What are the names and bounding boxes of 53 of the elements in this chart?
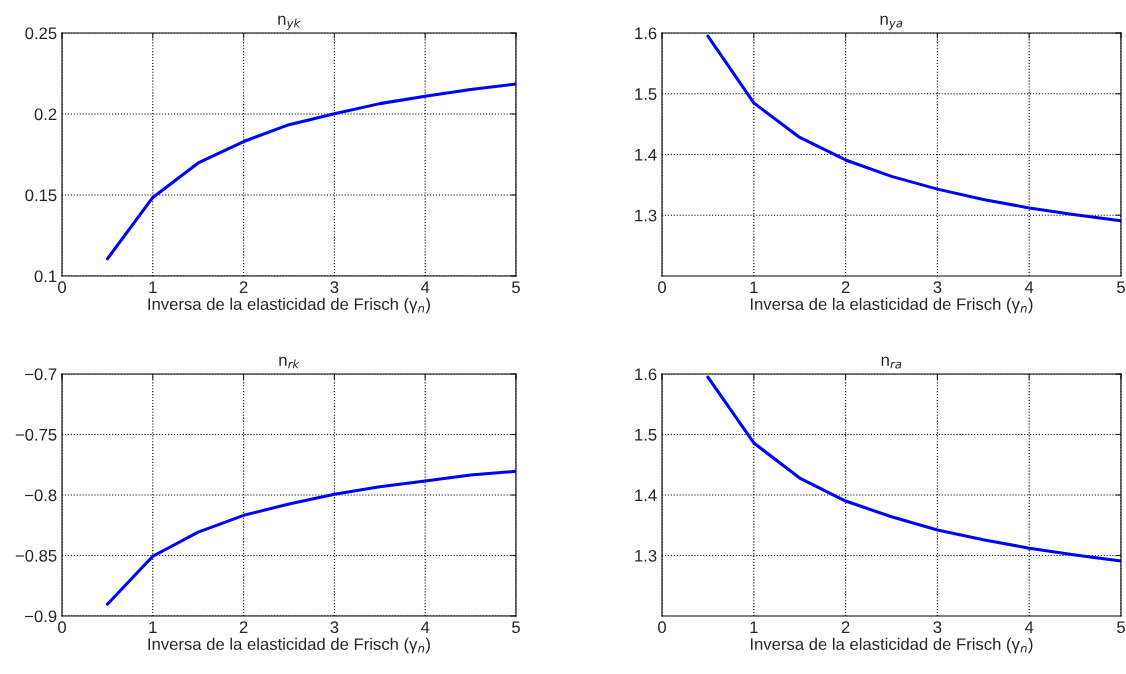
line-series [105, 469, 516, 606]
y-tick-label: −0.8 [25, 489, 57, 502]
x-axis-title: Inversa de la elasticidad de Frisch (γ$_{n}$) [750, 637, 1033, 654]
x-tick-label: 1 [149, 281, 157, 293]
x-axis-title: Inversa de la elasticidad de Frisch (γ$_{n}$) [148, 297, 430, 314]
line-series [706, 34, 1121, 223]
y-tick-label: 1.4 [635, 489, 657, 502]
y-tick-label: −0.9 [25, 610, 57, 623]
x-tick-label: 4 [420, 281, 430, 293]
x-axis-title: Inversa de la elasticidad de Frisch (γ$_{n}$) [750, 297, 1033, 314]
y-tick-label: 1.6 [635, 368, 657, 381]
y-tick-label: 1.4 [635, 149, 657, 161]
x-tick-label: 3 [330, 281, 339, 294]
y-tick-label: −0.7 [25, 368, 57, 381]
y-tick-label: −0.85 [15, 549, 57, 562]
line-series [706, 375, 1121, 563]
y-tick-label: 0.15 [25, 189, 57, 202]
x-tick-label: 5 [512, 281, 520, 294]
x-tick-label: 2 [239, 281, 248, 293]
x-tick-label: 0 [58, 621, 66, 634]
x-tick-label: 2 [239, 621, 248, 633]
x-axis-title: Inversa de la elasticidad de Frisch (γ$_{n}$) [148, 637, 430, 654]
y-tick-label: 1.5 [635, 429, 657, 441]
y-tick-label: 0.2 [34, 108, 57, 121]
x-tick-label: 3 [330, 621, 339, 634]
x-tick-label: 5 [1117, 281, 1125, 294]
chart-title: n$_{ya}$ [880, 15, 903, 30]
x-tick-label: 1 [149, 621, 157, 633]
y-tick-label: −0.75 [15, 428, 57, 441]
x-tick-label: 5 [1117, 621, 1125, 634]
x-tick-label: 1 [750, 621, 758, 633]
y-tick-label: 0.25 [25, 27, 57, 40]
x-tick-label: 2 [841, 621, 850, 633]
y-tick-label: 0.1 [34, 270, 57, 283]
x-tick-label: 3 [933, 621, 942, 634]
y-tick-label: 1.3 [635, 549, 657, 562]
y-tick-label: 1.3 [635, 209, 657, 222]
x-tick-label: 4 [1024, 281, 1034, 293]
x-tick-label: 0 [658, 621, 666, 634]
x-tick-label: 3 [933, 281, 942, 294]
line-series [105, 82, 516, 261]
y-tick-label: 1.5 [635, 88, 657, 100]
x-tick-label: 4 [1024, 621, 1034, 633]
x-tick-label: 0 [58, 281, 66, 294]
x-tick-label: 2 [841, 281, 850, 293]
x-tick-label: 1 [750, 281, 758, 293]
x-tick-label: 0 [658, 281, 666, 294]
chart-title: n$_{yk}$ [278, 15, 301, 30]
chart-title: n$_{ra}$ [881, 356, 902, 369]
chart-title: n$_{rk}$ [279, 356, 300, 369]
x-tick-label: 4 [420, 621, 430, 633]
y-tick-label: 1.6 [635, 27, 657, 40]
x-tick-label: 5 [512, 621, 520, 634]
